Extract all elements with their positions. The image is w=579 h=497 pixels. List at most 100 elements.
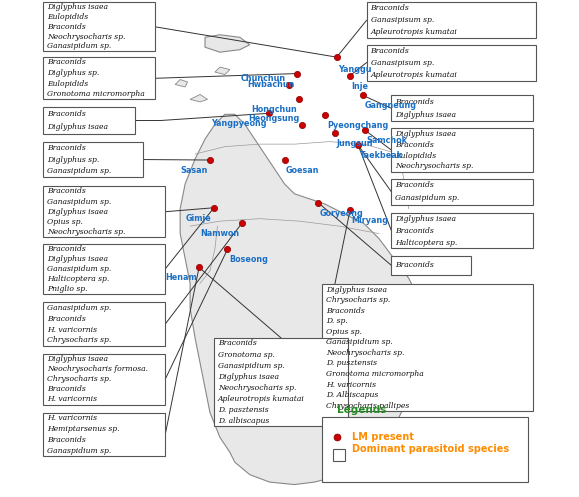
Text: Braconids: Braconids — [395, 141, 434, 149]
Text: Diglyphus isaea: Diglyphus isaea — [47, 208, 108, 216]
Polygon shape — [175, 80, 188, 87]
Text: Diglyphus sp.: Diglyphus sp. — [47, 69, 100, 77]
Text: H. varicornis: H. varicornis — [47, 326, 97, 333]
Text: Opius sp.: Opius sp. — [326, 328, 362, 336]
Text: Diglyphus isaea: Diglyphus isaea — [47, 3, 108, 11]
Text: D. Albiscapus: D. Albiscapus — [326, 391, 378, 399]
Text: Apleurotropis kumatai: Apleurotropis kumatai — [218, 395, 305, 403]
Text: Gronotoma micromorpha: Gronotoma micromorpha — [47, 90, 145, 98]
Text: Diglyphus isaea: Diglyphus isaea — [395, 111, 456, 119]
Text: Apleurotropis kumatai: Apleurotropis kumatai — [371, 28, 457, 36]
Text: Opius sp.: Opius sp. — [47, 218, 83, 226]
Text: Diglyphus isaea: Diglyphus isaea — [47, 123, 108, 131]
Text: Braconids: Braconids — [47, 59, 86, 67]
Text: Goryeong: Goryeong — [320, 209, 364, 218]
Text: Eulopidids: Eulopidids — [47, 13, 89, 21]
Bar — [391, 213, 533, 248]
Text: Ganasipidum sp.: Ganasipidum sp. — [47, 304, 112, 312]
Text: Braconids: Braconids — [47, 187, 86, 195]
Bar — [391, 128, 533, 172]
Text: Yanggu: Yanggu — [338, 65, 372, 74]
Text: D. pasztensis: D. pasztensis — [218, 406, 269, 414]
Text: Samchok: Samchok — [367, 136, 408, 145]
Bar — [367, 45, 536, 81]
Text: Diglyphus isaea: Diglyphus isaea — [47, 255, 108, 263]
Text: Ganasipidum sp.: Ganasipidum sp. — [47, 198, 112, 206]
Bar — [43, 186, 165, 237]
Text: Ganasipidum sp.: Ganasipidum sp. — [47, 167, 112, 175]
Text: Neochrysocharis sp.: Neochrysocharis sp. — [47, 33, 126, 41]
Bar — [391, 95, 533, 121]
Text: Yangpyeong: Yangpyeong — [211, 119, 266, 128]
Text: Ganasipisum sp.: Ganasipisum sp. — [371, 16, 434, 24]
Text: Boseong: Boseong — [229, 255, 267, 264]
Text: Miryang: Miryang — [351, 216, 389, 225]
Text: Hongchun: Hongchun — [251, 105, 297, 114]
Text: Neochrysocharis sp.: Neochrysocharis sp. — [395, 163, 474, 170]
Text: Braconids: Braconids — [326, 307, 365, 315]
Text: Ganasipidum sp.: Ganasipidum sp. — [47, 265, 112, 273]
Text: Namwon: Namwon — [201, 229, 240, 238]
Text: Braconids: Braconids — [395, 227, 434, 235]
Text: Braconids: Braconids — [371, 4, 409, 12]
Bar — [43, 2, 155, 51]
Text: Braconids: Braconids — [218, 339, 256, 347]
Text: Eulopidids: Eulopidids — [47, 80, 89, 87]
Bar — [322, 417, 528, 482]
Text: H. varicornis: H. varicornis — [47, 414, 97, 422]
Text: D. sp.: D. sp. — [326, 317, 347, 325]
Text: Braconids: Braconids — [47, 436, 86, 444]
Text: Taekbeak: Taekbeak — [360, 151, 403, 160]
Text: D. pusztensis: D. pusztensis — [326, 359, 377, 367]
Text: Halticoptera sp.: Halticoptera sp. — [47, 275, 109, 283]
Text: Ganasipidum sp.: Ganasipidum sp. — [395, 194, 460, 202]
Text: Diglyphus isaea: Diglyphus isaea — [395, 130, 456, 138]
Text: Ganasipidum sp.: Ganasipidum sp. — [47, 42, 112, 50]
Text: LM present: LM present — [351, 432, 413, 442]
Text: Ganasipidium sp.: Ganasipidium sp. — [326, 338, 393, 346]
Bar — [214, 338, 348, 426]
Text: Heongsung: Heongsung — [248, 114, 299, 123]
Text: D. albiscapus: D. albiscapus — [218, 417, 269, 425]
Polygon shape — [190, 94, 207, 102]
Text: Ganaspidium sp.: Ganaspidium sp. — [47, 447, 112, 455]
Text: H. varicornis: H. varicornis — [47, 396, 97, 404]
Text: Goesan: Goesan — [286, 166, 320, 175]
Text: Henam: Henam — [165, 273, 196, 282]
Text: Dominant parasitoid species: Dominant parasitoid species — [351, 444, 509, 454]
Bar — [43, 57, 155, 99]
Text: Braconids: Braconids — [47, 144, 86, 152]
Text: Chrysocharis sp.: Chrysocharis sp. — [47, 375, 112, 383]
Bar — [43, 302, 165, 346]
Bar — [333, 449, 345, 461]
Text: Hwbachun: Hwbachun — [247, 80, 295, 88]
Text: Gangneung: Gangneung — [365, 101, 416, 110]
Text: Pniglio sp.: Pniglio sp. — [47, 285, 88, 293]
Text: Diglyphus isaea: Diglyphus isaea — [395, 215, 456, 223]
Text: Gimje: Gimje — [186, 214, 211, 223]
Text: Neochrysocharis sp.: Neochrysocharis sp. — [326, 349, 404, 357]
Text: Chrysocharis sp.: Chrysocharis sp. — [326, 296, 390, 304]
Text: Chrysocharis pallipes: Chrysocharis pallipes — [326, 402, 409, 410]
Text: Jungsun: Jungsun — [337, 139, 373, 148]
Text: Braconids: Braconids — [371, 47, 409, 55]
Text: Diglyphus isaea: Diglyphus isaea — [47, 355, 108, 363]
Text: Hemiptarsenus sp.: Hemiptarsenus sp. — [47, 425, 120, 433]
Text: Legends: Legends — [337, 405, 386, 414]
Text: Chrysocharis sp.: Chrysocharis sp. — [47, 336, 112, 344]
Text: Pyeongchang: Pyeongchang — [327, 121, 388, 130]
Text: Braconids: Braconids — [395, 181, 434, 189]
Polygon shape — [180, 114, 424, 485]
Text: Ganasipidium sp.: Ganasipidium sp. — [218, 362, 285, 370]
Text: Eulopidids: Eulopidids — [395, 152, 437, 160]
Bar — [43, 107, 135, 134]
Text: Ganasipisum sp.: Ganasipisum sp. — [371, 59, 434, 67]
Polygon shape — [205, 35, 250, 52]
Text: Braconids: Braconids — [47, 110, 86, 118]
Text: Halticoptera sp.: Halticoptera sp. — [395, 239, 457, 247]
Text: Braconids: Braconids — [395, 261, 434, 269]
Bar — [43, 244, 165, 294]
Text: Diglyphus sp.: Diglyphus sp. — [47, 156, 100, 164]
Text: Diglyphus isaea: Diglyphus isaea — [326, 286, 387, 294]
Bar — [43, 354, 165, 405]
